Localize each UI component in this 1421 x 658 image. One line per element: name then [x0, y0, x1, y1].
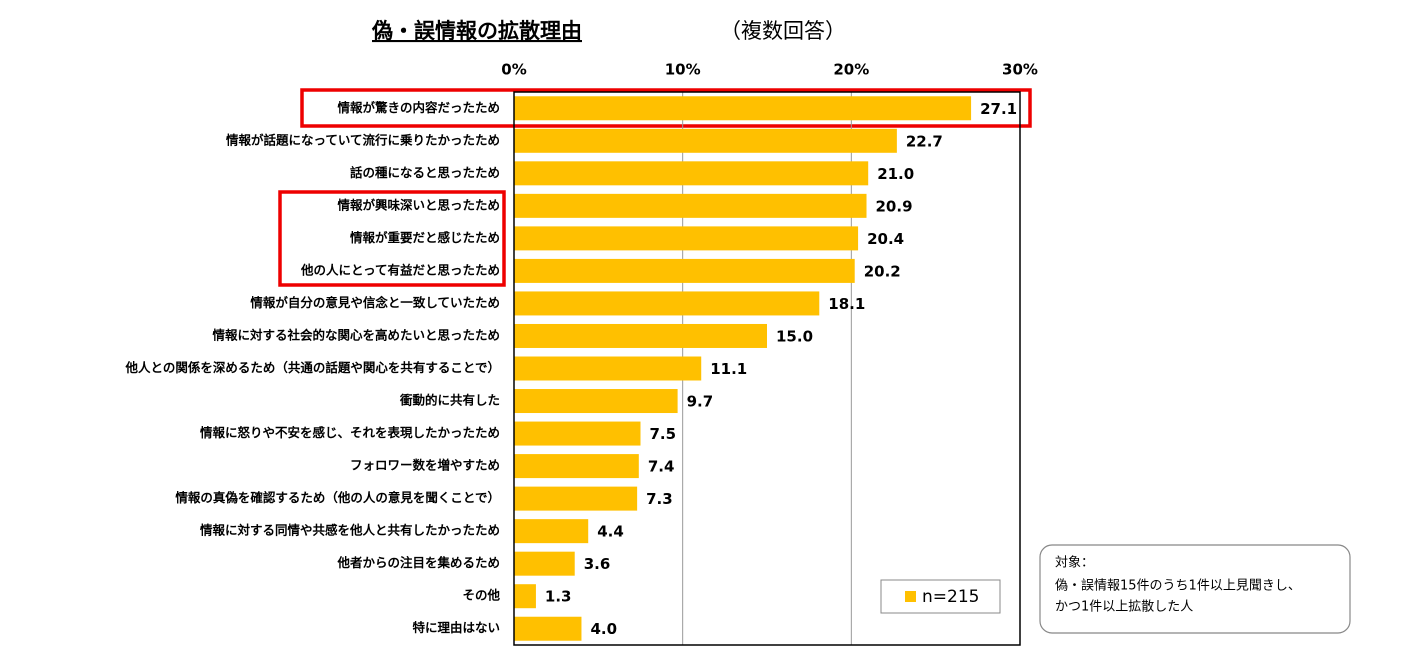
bar [514, 519, 589, 544]
highlight-box [278, 190, 506, 287]
x-tick-label: 20% [833, 61, 869, 79]
note-text: かつ1件以上拡散した人 [1055, 600, 1193, 615]
value-label: 7.4 [648, 458, 675, 476]
y-tick-label: 情報が興味深いと思ったため [337, 197, 500, 212]
value-label: 20.2 [864, 262, 901, 280]
y-tick-label: 情報に対する社会的な関心を高めたいと思ったため [212, 327, 500, 342]
legend-label: n=215 [922, 587, 979, 607]
bar [514, 128, 897, 153]
value-label: 7.3 [646, 490, 673, 508]
y-tick-label: フォロワー数を増やすため [350, 458, 500, 473]
value-label: 20.9 [876, 197, 913, 215]
y-tick-label: 特に理由はない [412, 620, 500, 635]
y-tick-label: 情報が自分の意見や信念と一致していたため [250, 295, 500, 310]
bar [514, 96, 972, 121]
y-tick-label: 情報に対する同情や共感を他人と共有したかったため [200, 523, 500, 538]
y-tick-label: 情報が話題になっていて流行に乗りたかったため [226, 132, 500, 147]
value-label: 22.7 [906, 132, 943, 150]
bar [514, 161, 869, 186]
value-label: 3.6 [584, 555, 611, 573]
bar [514, 226, 859, 251]
note-text: 対象： [1055, 556, 1094, 571]
bar [514, 291, 820, 316]
value-label: 20.4 [867, 230, 904, 248]
value-label: 4.0 [590, 620, 617, 638]
value-label: 7.5 [650, 425, 677, 443]
value-label: 4.4 [597, 523, 624, 541]
chart-subtitle: （複数回答） [720, 19, 846, 43]
bar [514, 421, 641, 446]
value-label: 15.0 [776, 327, 813, 345]
bar [514, 454, 639, 479]
y-tick-label: その他 [462, 588, 500, 603]
bar [514, 356, 702, 381]
note-box [1039, 544, 1351, 634]
y-tick-label: 情報が驚きの内容だったため [337, 100, 500, 115]
x-tick-label: 0% [501, 61, 526, 79]
y-tick-label: 衝動的に共有した [399, 393, 500, 408]
legend-box [880, 579, 1001, 614]
y-tick-label: 他者からの注目を集めるため [336, 555, 500, 570]
y-tick-label: 他の人にとって有益だと思ったため [300, 262, 500, 277]
y-tick-label: 情報に怒りや不安を感じ、それを表現したかったため [200, 425, 500, 440]
chart-title: 偽・誤情報の拡散理由 [371, 19, 582, 43]
value-label: 9.7 [687, 393, 714, 411]
y-tick-label: 情報の真偽を確認するため（他の人の意見を聞くことで） [175, 490, 500, 505]
note-text: 偽・誤情報15件のうち1件以上見聞きし、 [1055, 578, 1301, 594]
bar [514, 389, 678, 414]
bar [514, 584, 536, 609]
plot-frame [513, 91, 1021, 646]
legend-swatch [905, 591, 916, 602]
value-label: 11.1 [710, 360, 747, 378]
y-tick-label: 他人との関係を深めるため（共通の話題や関心を共有することで） [124, 360, 500, 375]
highlight-box [300, 88, 1032, 128]
value-label: 1.3 [545, 588, 572, 606]
value-label: 27.1 [980, 100, 1017, 118]
bar [514, 551, 575, 576]
x-tick-label: 30% [1002, 61, 1038, 79]
value-label: 18.1 [828, 295, 865, 313]
bar [514, 323, 767, 348]
y-tick-label: 話の種になると思ったため [350, 165, 500, 180]
bar [514, 486, 638, 511]
x-tick-label: 10% [665, 61, 701, 79]
bar [514, 258, 855, 283]
y-tick-label: 情報が重要だと感じたため [350, 230, 500, 245]
bar [514, 616, 582, 641]
value-label: 21.0 [877, 165, 914, 183]
bar [514, 193, 867, 218]
